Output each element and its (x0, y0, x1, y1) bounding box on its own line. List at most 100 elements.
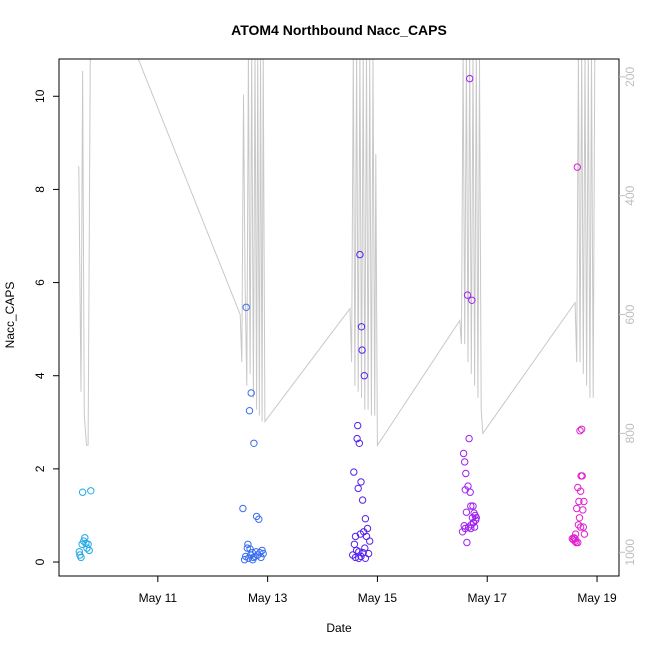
data-point (247, 389, 255, 397)
data-point (467, 502, 475, 510)
data-point (75, 548, 84, 556)
data-point (580, 497, 588, 506)
data-point (466, 488, 474, 496)
data-point (466, 74, 474, 83)
data-point (87, 487, 95, 495)
data-point (355, 439, 363, 447)
y-tick-label: 8 (33, 186, 47, 193)
data-point (356, 250, 364, 259)
x-tick-label: May 17 (468, 591, 508, 605)
secondary-tick-label: 400 (623, 185, 637, 205)
y-tick-label: 2 (33, 465, 47, 472)
data-point (462, 469, 470, 478)
data-point (240, 556, 249, 564)
data-point (575, 497, 583, 506)
y-tick-label: 0 (33, 558, 47, 565)
data-point (467, 524, 475, 533)
secondary-y-axis: 200 400 600 800 1000 (619, 66, 637, 566)
data-point (576, 523, 585, 531)
data-point (259, 549, 267, 558)
x-tick-label: May 13 (248, 591, 288, 605)
data-point (352, 546, 361, 555)
y-tick-label: 10 (33, 89, 47, 103)
data-point (461, 458, 469, 466)
data-point (573, 163, 581, 171)
data-point (78, 488, 87, 496)
data-point (84, 540, 92, 548)
data-point (575, 514, 584, 522)
data-point (81, 534, 89, 542)
x-tick-label: May 15 (358, 591, 398, 605)
y-tick-label: 4 (33, 372, 47, 379)
data-point (255, 515, 263, 523)
data-point (351, 553, 360, 562)
data-point (357, 552, 365, 561)
secondary-tick-label: 200 (623, 66, 637, 86)
data-point (357, 478, 365, 486)
data-point (468, 296, 476, 304)
data-point (462, 508, 471, 516)
data-point (463, 291, 472, 299)
secondary-tick-label: 1000 (623, 539, 637, 566)
data-point (257, 553, 265, 562)
data-point (239, 504, 247, 513)
data-point (463, 538, 471, 547)
data-point (361, 515, 370, 523)
data-point (573, 504, 581, 513)
data-point (461, 524, 469, 533)
data-point (578, 472, 586, 480)
data-point (363, 524, 372, 533)
series-5 (568, 163, 589, 547)
plot-frame (58, 58, 620, 577)
data-point (576, 487, 585, 495)
data-point (472, 514, 480, 522)
data-point (246, 545, 254, 553)
data-point (354, 421, 362, 430)
data-point (353, 434, 361, 443)
secondary-tick-label: 600 (623, 304, 637, 324)
x-axis: May 11 May 13 May 15 May 17 May 19 (139, 576, 617, 605)
data-point (245, 407, 254, 415)
data-point (360, 372, 368, 380)
secondary-tick-label: 800 (623, 423, 637, 443)
data-point (358, 346, 366, 354)
data-point (83, 544, 91, 552)
y-axis: 0 2 4 6 8 10 (33, 89, 59, 565)
data-point (244, 540, 252, 548)
data-point (355, 548, 363, 556)
data-point (350, 468, 358, 476)
y-tick-label: 6 (33, 279, 47, 286)
data-point (361, 554, 370, 562)
data-point (469, 502, 477, 510)
data-point (357, 323, 366, 331)
data-point (470, 523, 479, 531)
series-2 (239, 303, 267, 564)
data-point (580, 530, 589, 538)
x-tick-label: May 11 (139, 591, 178, 605)
data-point (361, 544, 369, 552)
data-point (465, 434, 473, 443)
data-point (571, 530, 580, 538)
y-axis-label: Nacc_CAPS (3, 282, 17, 349)
data-point (256, 549, 264, 557)
data-point (579, 523, 587, 531)
x-axis-label: Date (326, 621, 352, 635)
depth-trace-line (78, 59, 596, 447)
data-point (578, 425, 586, 433)
data-point (571, 535, 579, 543)
data-point (579, 506, 587, 514)
data-point (242, 303, 250, 311)
data-point (250, 439, 258, 447)
data-point (570, 534, 578, 542)
data-point (354, 484, 362, 493)
series-1 (75, 487, 95, 562)
scatter-points (75, 74, 589, 564)
data-point (249, 553, 258, 562)
series-3 (349, 250, 374, 562)
series-4 (458, 74, 480, 547)
data-point (350, 540, 359, 548)
x-tick-label: May 19 (577, 591, 617, 605)
data-point (358, 496, 367, 504)
data-point (258, 546, 266, 555)
